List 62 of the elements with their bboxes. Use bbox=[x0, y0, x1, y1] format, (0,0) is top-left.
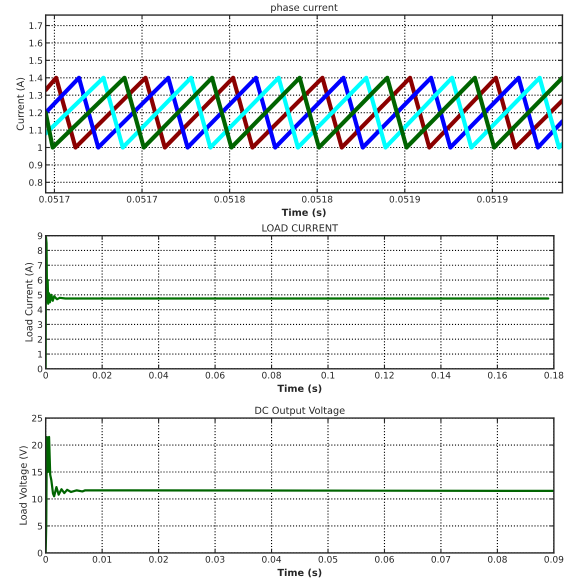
x-tick-label: 0.01 bbox=[92, 556, 112, 563]
y-tick-label: 1 bbox=[38, 350, 42, 358]
y-tick-label: 9 bbox=[38, 232, 42, 240]
chart-title: LOAD CURRENT bbox=[262, 224, 338, 232]
x-tick-label: 0.1 bbox=[321, 372, 334, 379]
y-tick-label: 6 bbox=[38, 276, 42, 284]
y-tick-label: 2 bbox=[38, 336, 42, 343]
chart-title: phase current bbox=[271, 4, 338, 13]
x-tick-label: 0 bbox=[43, 556, 48, 563]
y-tick-label: 8 bbox=[38, 247, 42, 254]
y-tick-label: 1.2 bbox=[30, 109, 42, 116]
x-tick-label: 0.02 bbox=[92, 372, 112, 379]
y-tick-label: 20 bbox=[32, 442, 42, 449]
x-tick-label: 0.12 bbox=[375, 372, 394, 379]
x-tick-label: 0.04 bbox=[262, 556, 282, 563]
y-tick-label: 4 bbox=[38, 306, 42, 314]
y-tick-label: 0.8 bbox=[29, 179, 42, 186]
x-tick-label: 0.04 bbox=[149, 372, 168, 379]
line-series bbox=[46, 236, 550, 369]
x-tick-label: 0.0519 bbox=[477, 196, 508, 203]
x-axis-title: Time (s) bbox=[277, 568, 322, 578]
x-tick-label: 0.08 bbox=[488, 556, 507, 563]
x-tick-label: 0.03 bbox=[206, 556, 224, 563]
x-tick-label: 0.05 bbox=[318, 556, 338, 563]
x-tick-label: 0.14 bbox=[431, 372, 450, 379]
x-tick-label: 0.0518 bbox=[214, 196, 245, 203]
y-tick-label: 0.9 bbox=[29, 162, 42, 168]
x-axis-title: Time (s) bbox=[277, 384, 322, 394]
y-tick-label: 1 bbox=[38, 144, 42, 151]
y-tick-label: 0 bbox=[38, 366, 42, 372]
y-tick-label: 3 bbox=[38, 321, 42, 328]
x-tick-label: 0.0518 bbox=[302, 196, 332, 203]
x-tick-label: 0.18 bbox=[544, 372, 564, 379]
x-tick-label: 0.0517 bbox=[39, 196, 70, 203]
x-tick-label: 0.0517 bbox=[126, 196, 158, 203]
x-axis-title: Time (s) bbox=[282, 208, 326, 218]
y-axis-title: Current (A) bbox=[16, 78, 26, 130]
y-axis-title: Load Voltage (V) bbox=[19, 446, 29, 525]
x-tick-label: 0 bbox=[43, 372, 48, 379]
x-tick-label: 0.09 bbox=[544, 556, 564, 563]
y-tick-label: 15 bbox=[32, 468, 42, 476]
x-tick-label: 0.02 bbox=[149, 556, 168, 563]
y-tick-label: 0 bbox=[38, 550, 42, 557]
x-tick-label: 0.0519 bbox=[390, 196, 420, 203]
y-tick-label: 7 bbox=[38, 262, 42, 269]
y-tick-label: 1.4 bbox=[30, 74, 42, 82]
y-tick-label: 1.6 bbox=[30, 40, 42, 46]
x-tick-label: 0.06 bbox=[206, 372, 225, 379]
x-tick-label: 0.16 bbox=[488, 372, 507, 379]
y-axis-title: Load Current (A) bbox=[24, 262, 34, 342]
chart-title: DC Output Voltage bbox=[255, 406, 345, 416]
x-tick-label: 0.06 bbox=[375, 556, 394, 563]
y-tick-label: 1.7 bbox=[30, 22, 42, 29]
x-tick-label: 0.08 bbox=[262, 372, 281, 379]
y-tick-label: 10 bbox=[32, 496, 42, 503]
y-tick-label: 1.1 bbox=[30, 126, 42, 134]
y-tick-label: 5 bbox=[38, 292, 42, 298]
y-tick-label: 1.3 bbox=[30, 92, 42, 99]
y-tick-label: 1.5 bbox=[30, 57, 42, 64]
x-tick-label: 0.07 bbox=[431, 556, 450, 563]
y-tick-label: 5 bbox=[38, 522, 42, 530]
y-tick-label: 25 bbox=[32, 414, 42, 422]
